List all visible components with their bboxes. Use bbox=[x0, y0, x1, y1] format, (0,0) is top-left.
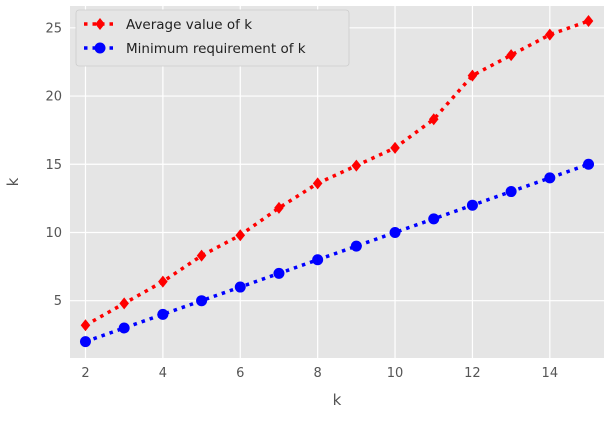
data-point bbox=[583, 15, 594, 28]
legend-box bbox=[75, 9, 350, 67]
series-2 bbox=[79, 158, 595, 348]
data-point bbox=[466, 199, 478, 211]
x-tick-label: 14 bbox=[542, 366, 559, 381]
x-tick-label: 10 bbox=[387, 366, 404, 381]
data-point bbox=[506, 49, 516, 62]
data-point bbox=[274, 201, 284, 214]
y-tick-label: 5 bbox=[54, 294, 62, 309]
data-point bbox=[312, 177, 323, 190]
y-gridlines bbox=[70, 27, 604, 302]
y-axis-label: k bbox=[4, 177, 22, 186]
data-point bbox=[235, 229, 246, 242]
data-point bbox=[80, 319, 91, 332]
x-tick-labels: 2 4 6 8 10 12 14 bbox=[81, 366, 558, 381]
series-1 bbox=[80, 15, 594, 332]
data-point bbox=[196, 249, 207, 262]
x-tick-label: 8 bbox=[314, 366, 322, 381]
legend-entry: Average value of k bbox=[84, 17, 252, 33]
data-point bbox=[545, 28, 555, 41]
x-axis-label: k bbox=[333, 391, 342, 409]
x-tick-label: 2 bbox=[81, 366, 89, 381]
data-point bbox=[583, 158, 595, 170]
data-point bbox=[196, 295, 208, 307]
data-point bbox=[428, 213, 440, 225]
data-point bbox=[351, 159, 362, 172]
y-tick-label: 15 bbox=[45, 158, 62, 173]
data-point bbox=[158, 275, 168, 288]
data-point bbox=[544, 172, 556, 184]
data-point bbox=[118, 322, 130, 334]
legend-marker bbox=[94, 42, 106, 54]
data-point bbox=[157, 308, 169, 320]
data-point bbox=[428, 113, 439, 126]
legend-entry: Minimum requirement of k bbox=[84, 41, 306, 57]
y-tick-label: 20 bbox=[45, 90, 62, 105]
series-layer bbox=[79, 15, 595, 348]
data-point bbox=[119, 297, 129, 310]
legend-label: Minimum requirement of k bbox=[126, 41, 306, 57]
series-line bbox=[84, 19, 590, 327]
data-point bbox=[234, 281, 246, 293]
data-point bbox=[79, 336, 91, 348]
legend-marker bbox=[95, 18, 105, 30]
legend-label: Average value of k bbox=[126, 17, 252, 33]
data-point bbox=[312, 254, 324, 266]
x-tick-label: 6 bbox=[236, 366, 244, 381]
data-point bbox=[389, 226, 401, 238]
y-tick-label: 25 bbox=[45, 21, 62, 36]
data-point bbox=[467, 69, 478, 82]
data-point bbox=[505, 186, 517, 198]
data-point bbox=[350, 240, 362, 252]
data-point bbox=[390, 141, 400, 154]
y-tick-labels: 5 10 15 20 25 bbox=[45, 21, 62, 309]
series-line bbox=[84, 162, 590, 344]
y-tick-label: 10 bbox=[45, 226, 62, 241]
x-tick-label: 4 bbox=[159, 366, 167, 381]
legend: Average value of k Minimum requirement of… bbox=[75, 9, 350, 67]
data-point bbox=[273, 267, 285, 279]
x-tick-label: 12 bbox=[464, 366, 481, 381]
